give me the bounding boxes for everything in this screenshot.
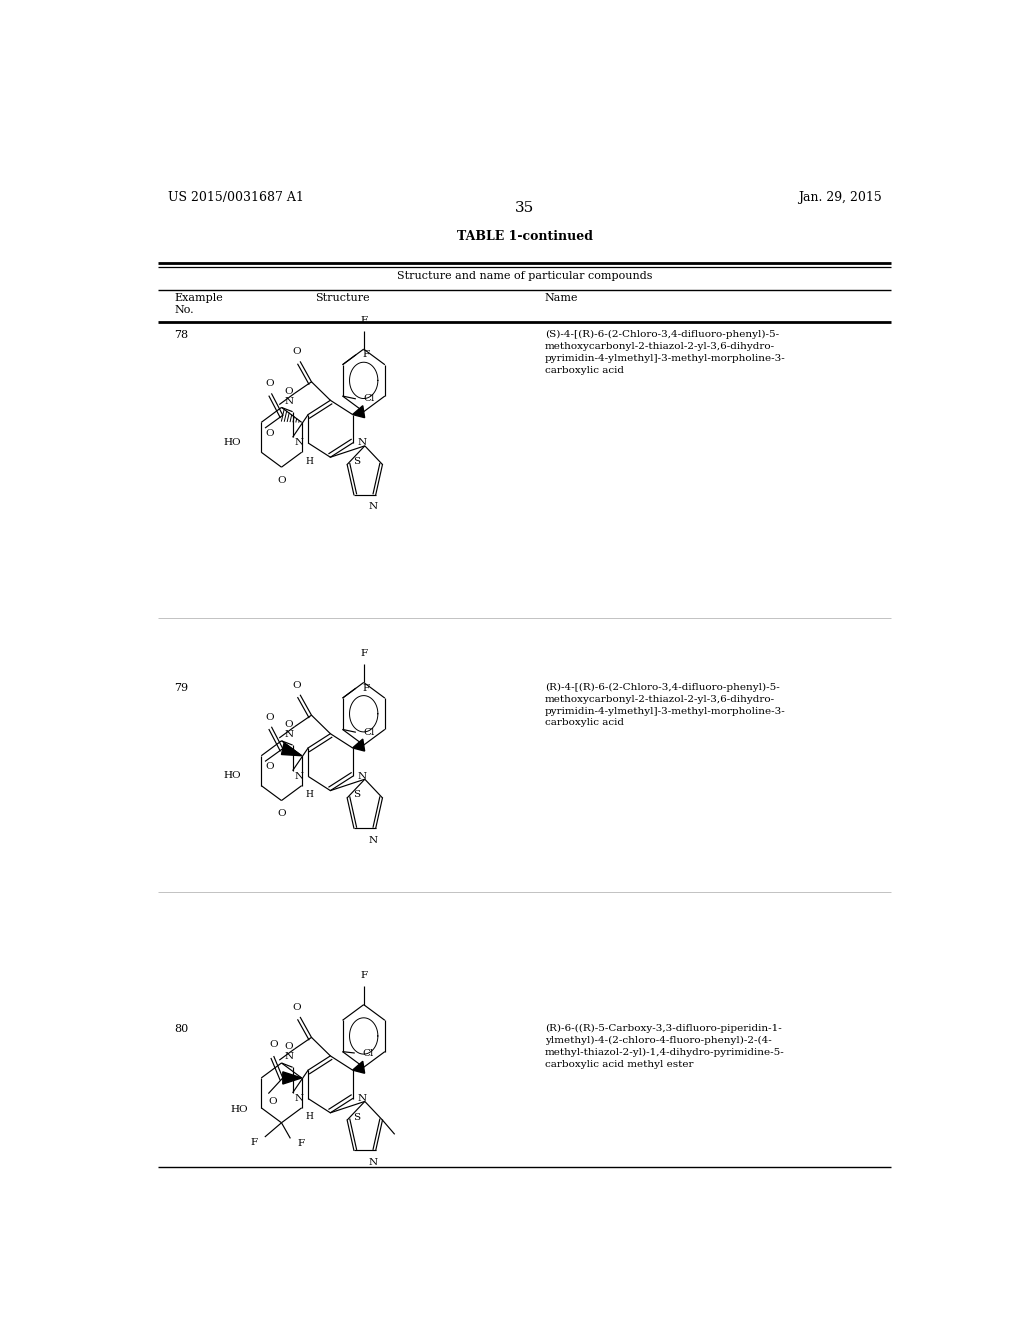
Text: O: O	[284, 387, 293, 396]
Text: HO: HO	[223, 438, 242, 446]
Text: Jan. 29, 2015: Jan. 29, 2015	[798, 191, 882, 203]
Polygon shape	[352, 1061, 365, 1073]
Text: O: O	[278, 809, 286, 818]
Polygon shape	[282, 743, 302, 756]
Text: US 2015/0031687 A1: US 2015/0031687 A1	[168, 191, 303, 203]
Text: H: H	[306, 791, 313, 799]
Text: HO: HO	[223, 771, 242, 780]
Text: H: H	[306, 1113, 313, 1122]
Text: F: F	[360, 315, 368, 325]
Text: N: N	[357, 438, 367, 447]
Text: N: N	[285, 730, 294, 739]
Polygon shape	[352, 405, 365, 417]
Text: O: O	[269, 1097, 278, 1106]
Text: S: S	[353, 457, 360, 466]
Text: O: O	[265, 762, 274, 771]
Text: (R)-4-[(R)-6-(2-Chloro-3,4-difluoro-phenyl)-5-
methoxycarbonyl-2-thiazol-2-yl-3,: (R)-4-[(R)-6-(2-Chloro-3,4-difluoro-phen…	[545, 682, 785, 727]
Text: O: O	[292, 347, 301, 356]
Text: N: N	[285, 397, 294, 405]
Text: O: O	[265, 713, 273, 722]
Text: Name: Name	[545, 293, 579, 302]
Text: S: S	[353, 1113, 360, 1122]
Text: O: O	[284, 1043, 293, 1051]
Text: N: N	[369, 503, 378, 511]
Text: Structure and name of particular compounds: Structure and name of particular compoun…	[397, 271, 652, 281]
Text: N: N	[357, 1094, 367, 1104]
Text: N: N	[357, 772, 367, 781]
Text: 80: 80	[174, 1024, 188, 1035]
Text: O: O	[269, 1040, 279, 1049]
Text: N: N	[369, 1158, 378, 1167]
Text: O: O	[284, 719, 293, 729]
Text: N: N	[369, 836, 378, 845]
Text: O: O	[265, 429, 274, 438]
Text: TABLE 1-continued: TABLE 1-continued	[457, 230, 593, 243]
Text: Cl: Cl	[364, 395, 375, 404]
Text: Example
No.: Example No.	[174, 293, 223, 315]
Text: O: O	[278, 477, 286, 484]
Text: N: N	[294, 438, 303, 447]
Text: O: O	[265, 379, 273, 388]
Text: O: O	[292, 681, 301, 689]
Text: (S)-4-[(R)-6-(2-Chloro-3,4-difluoro-phenyl)-5-
methoxycarbonyl-2-thiazol-2-yl-3,: (S)-4-[(R)-6-(2-Chloro-3,4-difluoro-phen…	[545, 330, 785, 375]
Text: N: N	[294, 1094, 303, 1104]
Text: F: F	[297, 1139, 304, 1148]
Text: S: S	[353, 791, 360, 800]
Text: Cl: Cl	[362, 1048, 374, 1057]
Text: N: N	[285, 1052, 294, 1061]
Text: 35: 35	[515, 201, 535, 215]
Text: F: F	[360, 972, 368, 981]
Polygon shape	[352, 739, 365, 751]
Text: Structure: Structure	[315, 293, 370, 302]
Text: H: H	[306, 457, 313, 466]
Text: F: F	[251, 1138, 258, 1147]
Text: O: O	[292, 1003, 301, 1012]
Text: 79: 79	[174, 682, 188, 693]
Text: F: F	[362, 350, 370, 359]
Text: F: F	[362, 684, 370, 693]
Text: (R)-6-((R)-5-Carboxy-3,3-difluoro-piperidin-1-
ylmethyl)-4-(2-chloro-4-fluoro-ph: (R)-6-((R)-5-Carboxy-3,3-difluoro-piperi…	[545, 1024, 784, 1069]
Text: 78: 78	[174, 330, 188, 341]
Text: F: F	[360, 649, 368, 659]
Text: Cl: Cl	[364, 727, 375, 737]
Polygon shape	[283, 1072, 302, 1084]
Text: N: N	[294, 772, 303, 781]
Text: HO: HO	[230, 1105, 249, 1114]
